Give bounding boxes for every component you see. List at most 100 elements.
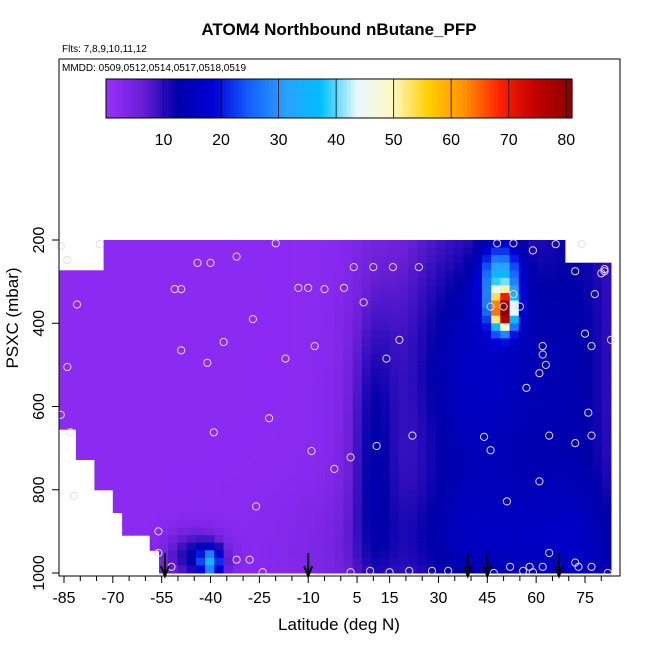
- heatmap-cell: [380, 338, 391, 347]
- heatmap-cell: [564, 361, 575, 370]
- heatmap-cell: [186, 406, 197, 415]
- heatmap-cell: [509, 398, 520, 407]
- colorbar-tick-label: 50: [385, 132, 403, 149]
- heatmap-cell: [491, 240, 501, 249]
- heatmap-cell: [159, 338, 169, 347]
- heatmap-cell: [537, 315, 547, 324]
- heatmap-cell: [177, 444, 188, 453]
- heatmap-cell: [94, 293, 105, 302]
- heatmap-cell: [408, 512, 418, 521]
- heatmap-cell: [112, 391, 123, 400]
- heatmap-cell: [297, 323, 308, 332]
- heatmap-cell: [518, 300, 529, 309]
- heatmap-cell: [417, 512, 427, 521]
- heatmap-cell: [555, 527, 566, 536]
- heatmap-cell: [583, 451, 594, 460]
- heatmap-cell: [583, 323, 594, 332]
- heatmap-cell: [574, 262, 584, 271]
- heatmap-cell: [223, 262, 234, 271]
- sample-point: [339, 283, 349, 292]
- heatmap-cell: [186, 262, 197, 271]
- colorbar-segment: [222, 79, 227, 118]
- heatmap-cell: [509, 535, 520, 544]
- heatmap-cell: [574, 315, 584, 324]
- heatmap-cell: [94, 383, 105, 392]
- heatmap-cell: [555, 542, 566, 551]
- heatmap-cell: [269, 474, 280, 483]
- heatmap-cell: [251, 330, 261, 339]
- heatmap-cell: [306, 330, 317, 339]
- heatmap-cell: [159, 557, 169, 566]
- colorbar-segment: [319, 79, 325, 118]
- heatmap-cell: [564, 444, 575, 453]
- heatmap-cell: [85, 315, 95, 324]
- heatmap-cell: [315, 247, 326, 256]
- heatmap-cell: [195, 520, 206, 529]
- heatmap-cell: [408, 391, 418, 400]
- heatmap-cell: [343, 467, 354, 476]
- heatmap-cell: [232, 527, 243, 536]
- heatmap-cell: [205, 557, 215, 566]
- heatmap-cell: [445, 285, 455, 294]
- heatmap-cell: [592, 398, 603, 407]
- sample-point: [587, 562, 596, 571]
- heatmap-cell: [574, 406, 584, 415]
- heatmap-cell: [223, 277, 234, 286]
- heatmap-cell: [564, 482, 575, 491]
- heatmap-cell: [454, 398, 464, 407]
- heatmap-cell: [583, 542, 594, 551]
- heatmap-cell: [325, 467, 335, 476]
- colorbar-segment: [331, 79, 336, 118]
- heatmap-cell: [260, 467, 271, 476]
- heatmap-cell: [288, 520, 298, 529]
- heatmap-cell: [205, 444, 215, 453]
- heatmap-cell: [435, 285, 446, 294]
- heatmap-cell: [94, 429, 105, 438]
- heatmap-cell: [564, 550, 575, 559]
- heatmap-cell: [214, 557, 224, 566]
- heatmap-cell: [195, 361, 206, 370]
- heatmap-cell: [159, 482, 169, 491]
- heatmap-cell: [481, 489, 492, 498]
- heatmap-cell: [352, 527, 363, 536]
- heatmap-cell: [159, 376, 169, 385]
- heatmap-cell: [426, 383, 437, 392]
- heatmap-cell: [269, 414, 280, 423]
- heatmap-cell: [186, 315, 197, 324]
- heatmap-cell: [454, 489, 464, 498]
- heatmap-cell: [168, 467, 178, 476]
- heatmap-cell: [555, 421, 566, 430]
- heatmap-cell: [214, 414, 224, 423]
- heatmap-cell: [278, 406, 289, 415]
- heatmap-cell: [103, 353, 114, 362]
- heatmap-cell: [297, 451, 308, 460]
- colorbar-segment: [292, 79, 297, 118]
- heatmap-cell: [555, 300, 566, 309]
- heatmap-cell: [122, 512, 132, 521]
- heatmap-cell: [546, 398, 557, 407]
- heatmap-cell: [389, 557, 400, 566]
- sample-point: [177, 285, 186, 294]
- heatmap-cell: [103, 240, 114, 249]
- heatmap-cell: [260, 300, 271, 309]
- heatmap-cell: [389, 474, 400, 483]
- colorbar-segment: [358, 79, 363, 118]
- heatmap-cell: [343, 489, 354, 498]
- heatmap-cell: [334, 550, 344, 559]
- heatmap-cell: [242, 497, 252, 506]
- heatmap-cell: [177, 353, 188, 362]
- heatmap-cell: [435, 376, 446, 385]
- colorbar-segment: [265, 79, 270, 118]
- heatmap-cell: [583, 520, 594, 529]
- heatmap-cell: [546, 338, 557, 347]
- heatmap-cell: [334, 467, 344, 476]
- heatmap-cell: [454, 338, 464, 347]
- heatmap-cell: [546, 535, 557, 544]
- heatmap-cell: [361, 482, 372, 491]
- heatmap-cell: [398, 346, 409, 355]
- heatmap-cell: [343, 451, 354, 460]
- sample-point: [606, 335, 616, 344]
- sample-point: [271, 239, 280, 248]
- heatmap-cell: [195, 293, 206, 302]
- heatmap-cell: [361, 467, 372, 476]
